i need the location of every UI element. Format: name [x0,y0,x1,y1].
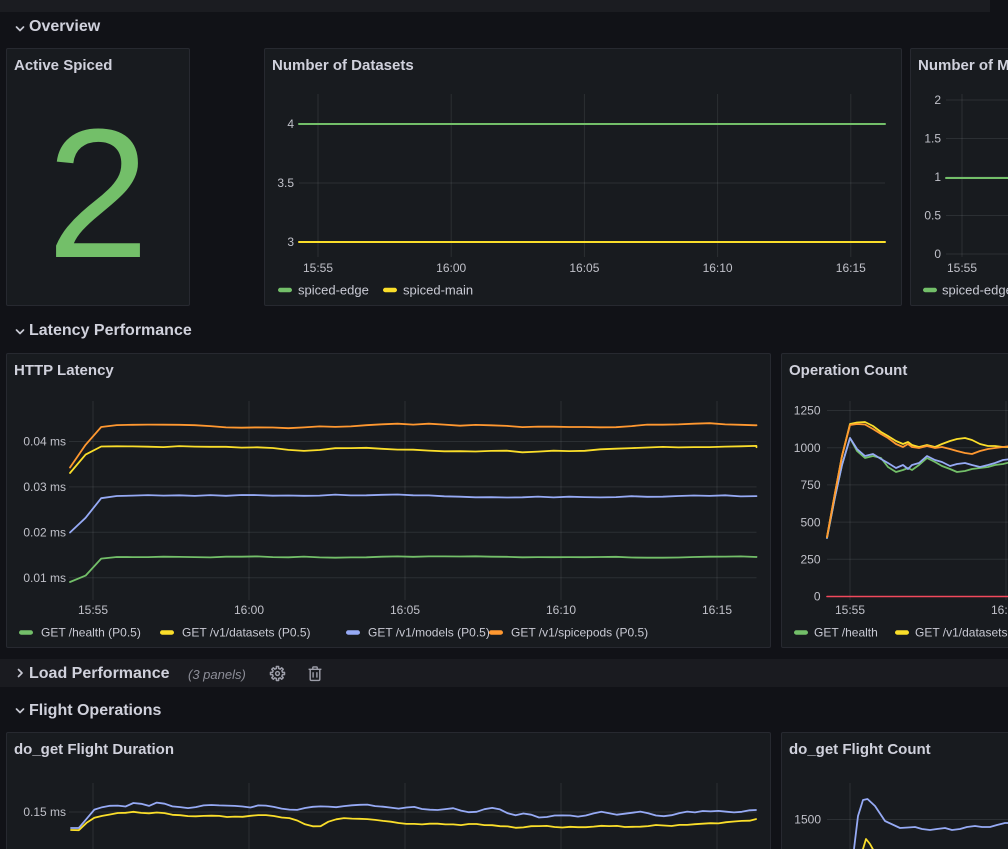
svg-text:16:05: 16:05 [390,603,420,617]
svg-text:GET /health (P0.5): GET /health (P0.5) [41,626,141,640]
svg-text:spiced-main: spiced-main [403,283,473,298]
svg-text:16:00: 16:00 [234,603,264,617]
svg-text:4: 4 [287,117,294,131]
svg-text:3.5: 3.5 [277,176,294,190]
svg-text:1: 1 [934,170,941,184]
svg-text:3: 3 [287,235,294,249]
svg-text:spiced-edge: spiced-edge [942,283,1008,298]
svg-text:15:55: 15:55 [947,261,977,275]
svg-text:0: 0 [814,590,821,604]
svg-text:16:00: 16:00 [991,603,1008,617]
svg-text:15:55: 15:55 [835,603,865,617]
svg-text:0.03 ms: 0.03 ms [23,480,66,494]
svg-text:GET /v1/models (P0.5): GET /v1/models (P0.5) [368,626,490,640]
svg-text:GET /health: GET /health [814,626,878,640]
svg-text:16:10: 16:10 [546,603,576,617]
svg-text:750: 750 [800,478,820,492]
svg-text:0.5: 0.5 [924,209,941,223]
svg-text:16:10: 16:10 [703,261,733,275]
svg-text:1250: 1250 [794,404,821,418]
svg-text:15:55: 15:55 [303,261,333,275]
svg-text:GET /v1/datasets: GET /v1/datasets [915,626,1008,640]
svg-text:0.01 ms: 0.01 ms [23,571,66,585]
svg-text:spiced-edge: spiced-edge [298,283,369,298]
svg-text:1000: 1000 [794,441,821,455]
svg-text:0.04 ms: 0.04 ms [23,435,66,449]
svg-text:GET /v1/datasets (P0.5): GET /v1/datasets (P0.5) [182,626,311,640]
svg-text:2: 2 [934,93,941,107]
svg-text:16:00: 16:00 [436,261,466,275]
svg-text:16:05: 16:05 [569,261,599,275]
svg-text:2: 2 [47,90,149,296]
svg-text:1500: 1500 [794,813,821,827]
svg-text:16:15: 16:15 [836,261,866,275]
svg-text:15:55: 15:55 [78,603,108,617]
svg-text:16:15: 16:15 [702,603,732,617]
svg-text:0.15 ms: 0.15 ms [23,805,66,819]
svg-text:0: 0 [934,247,941,261]
svg-text:0.02 ms: 0.02 ms [23,526,66,540]
svg-text:250: 250 [800,553,820,567]
svg-text:500: 500 [800,515,820,529]
svg-text:1.5: 1.5 [924,132,941,146]
svg-text:GET /v1/spicepods (P0.5): GET /v1/spicepods (P0.5) [511,626,648,640]
